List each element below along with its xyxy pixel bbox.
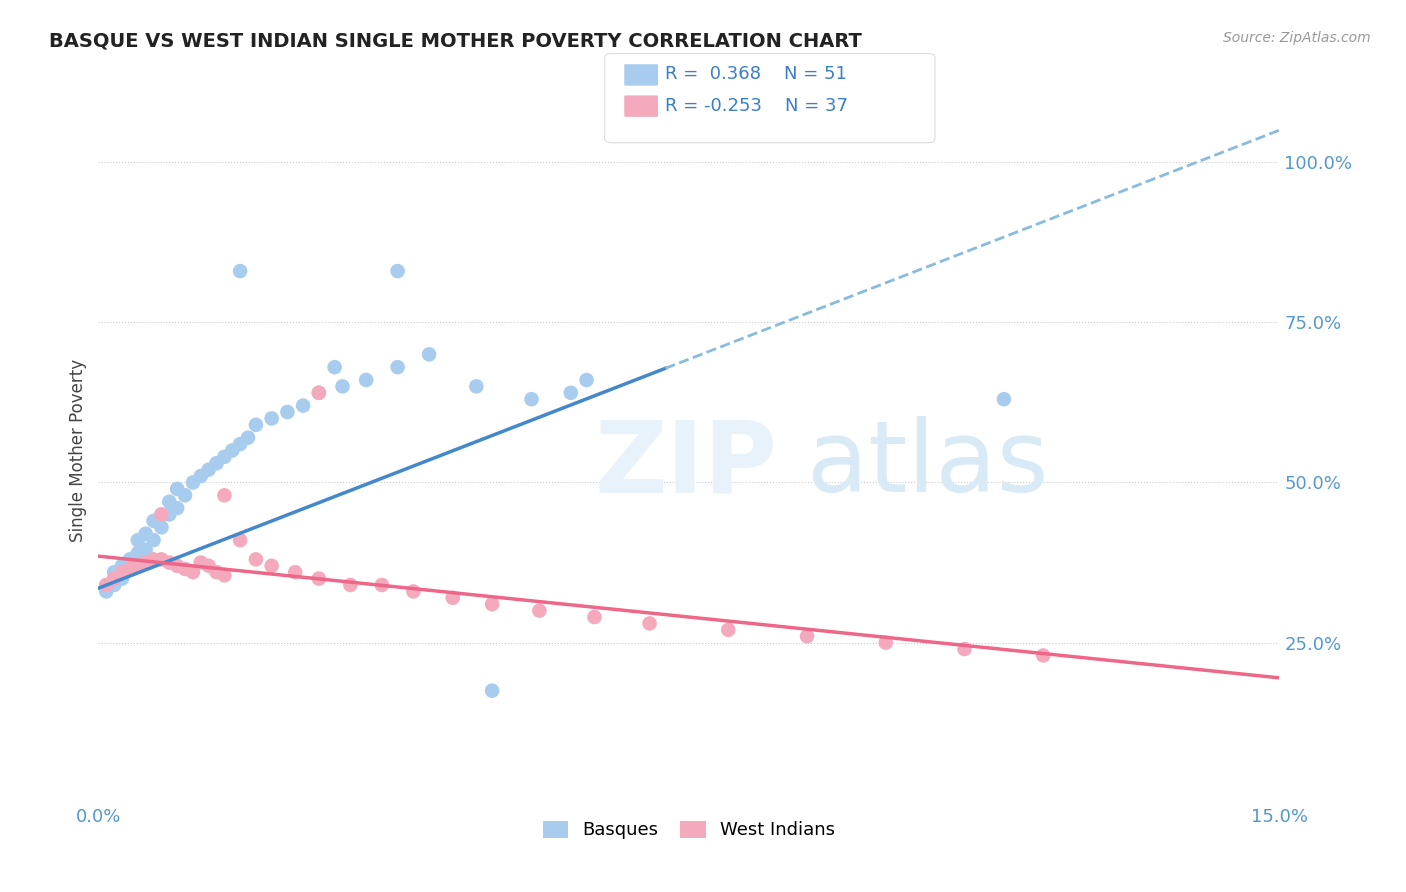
Point (229, 437, 252, 451)
Text: ZIP: ZIP (595, 416, 778, 513)
Point (96, 578, 118, 592)
Text: R =  0.368    N = 51: R = 0.368 N = 51 (665, 65, 846, 83)
Y-axis label: Single Mother Poverty: Single Mother Poverty (69, 359, 87, 542)
Point (174, 488, 197, 502)
Point (214, 450, 236, 464)
Legend: Basques, West Indians: Basques, West Indians (536, 814, 842, 847)
Point (236, 431, 259, 445)
Point (174, 562, 197, 576)
Point (796, 629, 818, 643)
Point (229, 533, 252, 548)
Point (221, 443, 243, 458)
Text: BASQUE VS WEST INDIAN SINGLE MOTHER POVERTY CORRELATION CHART: BASQUE VS WEST INDIAN SINGLE MOTHER POVE… (49, 31, 862, 50)
Point (481, 597, 503, 611)
Point (190, 469, 212, 483)
Point (197, 558, 219, 573)
Point (111, 558, 134, 573)
Point (127, 558, 149, 573)
Point (96, 578, 118, 592)
Point (481, 683, 503, 698)
Point (96, 581, 118, 595)
Point (529, 604, 551, 618)
Point (135, 556, 157, 570)
Point (245, 552, 267, 566)
Point (276, 405, 298, 419)
Point (181, 565, 204, 579)
Point (118, 558, 141, 573)
Point (166, 558, 188, 573)
Point (127, 546, 149, 560)
Point (166, 482, 188, 496)
Point (214, 568, 236, 582)
Point (717, 623, 740, 637)
Point (96, 584, 118, 599)
Point (118, 562, 141, 576)
Point (953, 642, 976, 657)
Point (142, 552, 165, 566)
Point (103, 572, 125, 586)
Text: Source: ZipAtlas.com: Source: ZipAtlas.com (1223, 31, 1371, 45)
Point (111, 572, 134, 586)
Point (583, 610, 606, 624)
Point (308, 385, 330, 400)
Point (229, 264, 252, 278)
Point (387, 264, 409, 278)
Point (127, 533, 149, 548)
Point (135, 526, 157, 541)
Point (166, 501, 188, 516)
Point (323, 360, 346, 375)
Point (111, 565, 134, 579)
Point (214, 488, 236, 502)
Point (418, 347, 440, 361)
Point (205, 565, 228, 579)
Point (308, 385, 330, 400)
Point (260, 558, 283, 573)
Point (150, 520, 173, 534)
Text: atlas: atlas (807, 416, 1049, 513)
Point (157, 508, 180, 522)
Point (560, 385, 582, 400)
Point (157, 556, 180, 570)
Point (103, 572, 125, 586)
Point (284, 565, 307, 579)
Point (205, 456, 228, 470)
Point (245, 417, 267, 432)
Point (402, 584, 425, 599)
Point (197, 463, 219, 477)
Point (150, 508, 173, 522)
Point (142, 533, 165, 548)
Point (150, 552, 173, 566)
Text: R = -0.253    N = 37: R = -0.253 N = 37 (665, 97, 848, 115)
Point (875, 635, 897, 649)
Point (135, 542, 157, 557)
Point (103, 578, 125, 592)
Point (575, 373, 598, 387)
Point (118, 552, 141, 566)
Point (993, 392, 1015, 407)
Point (308, 572, 330, 586)
Point (339, 578, 361, 592)
Point (157, 494, 180, 508)
Point (181, 475, 204, 490)
Point (371, 578, 394, 592)
Point (465, 379, 488, 393)
Point (111, 565, 134, 579)
Point (103, 565, 125, 579)
Point (190, 556, 212, 570)
Point (332, 379, 354, 393)
Point (150, 508, 173, 522)
Point (387, 360, 409, 375)
Point (142, 514, 165, 528)
Point (260, 411, 283, 425)
Point (127, 552, 149, 566)
Point (354, 373, 377, 387)
Point (441, 591, 464, 605)
Point (1032, 648, 1054, 663)
Point (638, 616, 661, 631)
Point (292, 399, 315, 413)
Point (520, 392, 543, 407)
